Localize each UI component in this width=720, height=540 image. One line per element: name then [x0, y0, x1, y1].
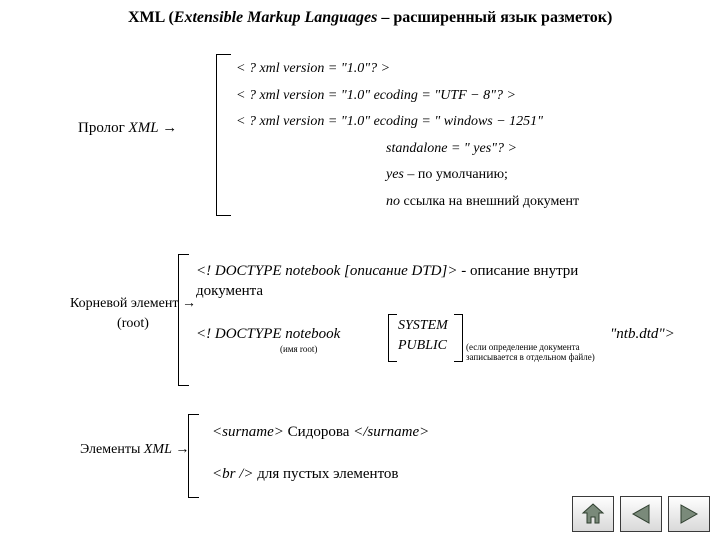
next-button[interactable] [668, 496, 710, 532]
elements-label-arrow: → [172, 442, 190, 457]
sys-bracket-right [454, 314, 463, 362]
prolog-l6-rest: ссылка на внешний документ [404, 194, 580, 209]
prolog-line-5: yes – по умолчанию; [236, 162, 706, 189]
title-em: Extensible Markup Languages [174, 9, 378, 26]
prolog-label-plain: Пролог [78, 120, 129, 136]
ex1-text: Сидорова [284, 424, 353, 440]
sys-options: SYSTEM PUBLIC [398, 316, 448, 357]
prolog-line-3: < ? xml version = "1.0" ecoding = " wind… [236, 109, 706, 136]
ex1-close: </surname> [353, 424, 429, 440]
elements-example-1: <surname> Сидорова </surname> [212, 424, 429, 441]
prolog-l5-rest: по умолчанию; [418, 167, 508, 182]
elements-example-2: <br /> для пустых элементов [212, 466, 399, 483]
ex2-rest: для пустых элементов [254, 466, 399, 482]
prolog-line-6: no ссылка на внешний документ [236, 189, 706, 216]
prolog-line-2: < ? xml version = "1.0" ecoding = "UTF −… [236, 83, 706, 110]
prolog-label: Пролог XML → [78, 120, 177, 137]
ex2-tag: <br /> [212, 466, 254, 482]
sys-opt-public: PUBLIC [398, 336, 448, 356]
elements-label: Элементы XML → [80, 442, 189, 458]
prolog-l6-it: no [386, 194, 404, 209]
sys-opt-system: SYSTEM [398, 316, 448, 336]
next-icon [677, 503, 701, 525]
root-doctype1: <! DOCTYPE notebook [описание DTD]> - оп… [196, 262, 626, 301]
sys-bracket-left [388, 314, 397, 362]
root-file: "ntb.dtd"> [610, 326, 675, 343]
root-note: (если определение документа записывается… [466, 342, 626, 363]
prolog-label-arrow: → [159, 120, 178, 136]
prev-icon [629, 503, 653, 525]
prev-button[interactable] [620, 496, 662, 532]
prolog-l5-it: yes – [386, 167, 418, 182]
root-doctype2-sub: (имя root) [280, 344, 317, 354]
ex1-open: <surname> [212, 424, 284, 440]
root-bracket [178, 254, 189, 386]
title-prefix: XML ( [128, 9, 174, 26]
prolog-label-it: XML [129, 120, 159, 136]
prolog-line-4: standalone = " yes"? > [236, 136, 706, 163]
elements-bracket [188, 414, 199, 498]
home-icon [581, 503, 605, 525]
prolog-lines: < ? xml version = "1.0"? > < ? xml versi… [236, 56, 706, 216]
root-doctype2: <! DOCTYPE notebook [196, 326, 340, 343]
title-suffix: – расширенный язык разметок) [377, 9, 612, 26]
prolog-bracket [216, 54, 231, 216]
root-doctype1-it: <! DOCTYPE notebook [описание DTD]> [196, 263, 457, 279]
nav-bar [572, 496, 710, 532]
home-button[interactable] [572, 496, 614, 532]
page-title: XML (Extensible Markup Languages – расши… [128, 8, 628, 29]
elements-label-it: XML [144, 442, 172, 457]
prolog-line-1: < ? xml version = "1.0"? > [236, 56, 706, 83]
elements-label-plain: Элементы [80, 442, 144, 457]
